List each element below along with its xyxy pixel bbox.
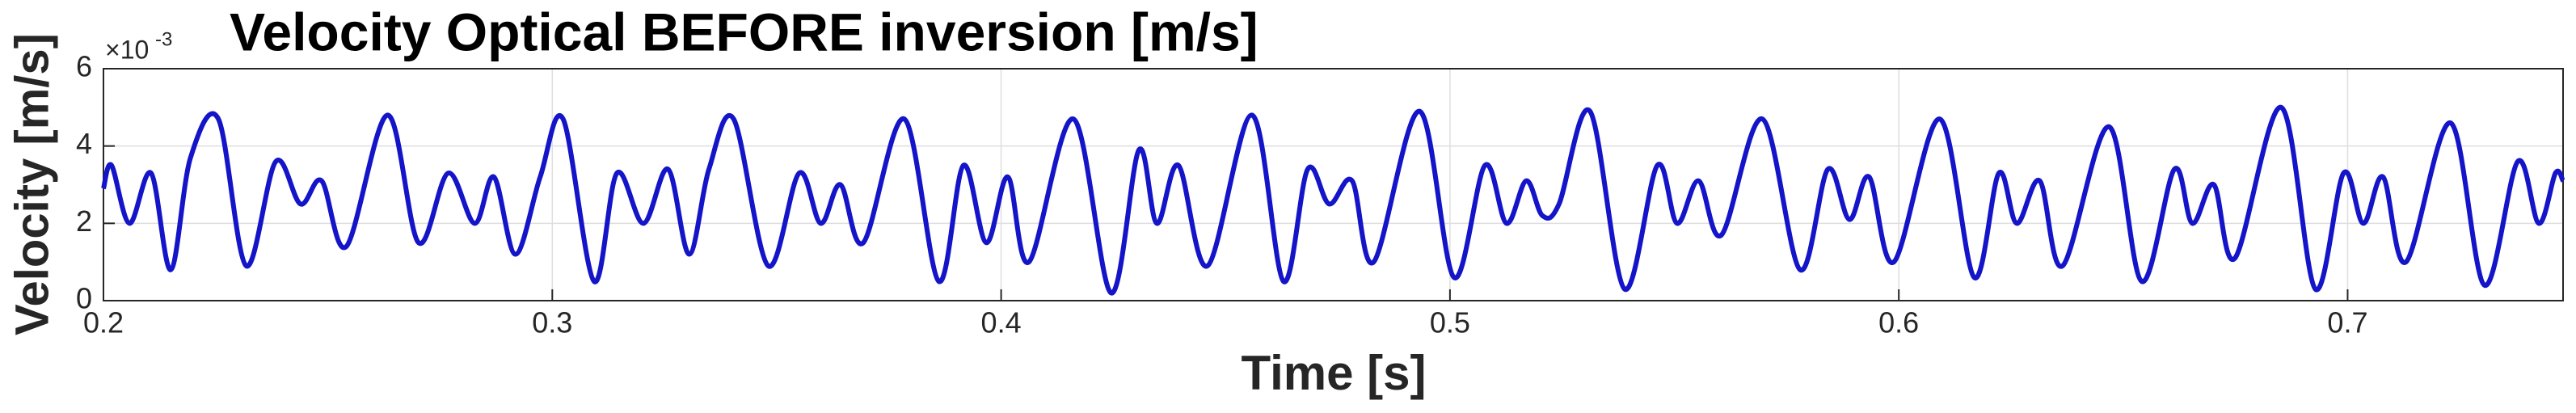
y-tick-label: 2 [76,204,92,238]
y-exponent-power: -3 [155,28,172,50]
x-tick-label: 0.2 [83,306,124,339]
data-line [101,104,2565,296]
x-axis-label: Time [s] [1242,346,1427,400]
chart-title: Velocity Optical BEFORE inversion [m/s] [230,2,1258,61]
y-tick-label: 0 [76,282,92,315]
y-axis-label: Velocity [m/s] [6,33,58,335]
x-tick-label: 0.5 [1430,306,1470,339]
x-tick-label: 0.7 [2327,306,2367,339]
plot-frame [103,68,2564,301]
x-tick-label: 0.6 [1878,306,1919,339]
y-tick-label: 6 [76,50,92,83]
y-exponent-base: ×10 [105,35,149,64]
x-tick-label: 0.3 [532,306,572,339]
x-tick-label: 0.4 [981,306,1022,339]
y-tick-label: 4 [76,127,92,160]
